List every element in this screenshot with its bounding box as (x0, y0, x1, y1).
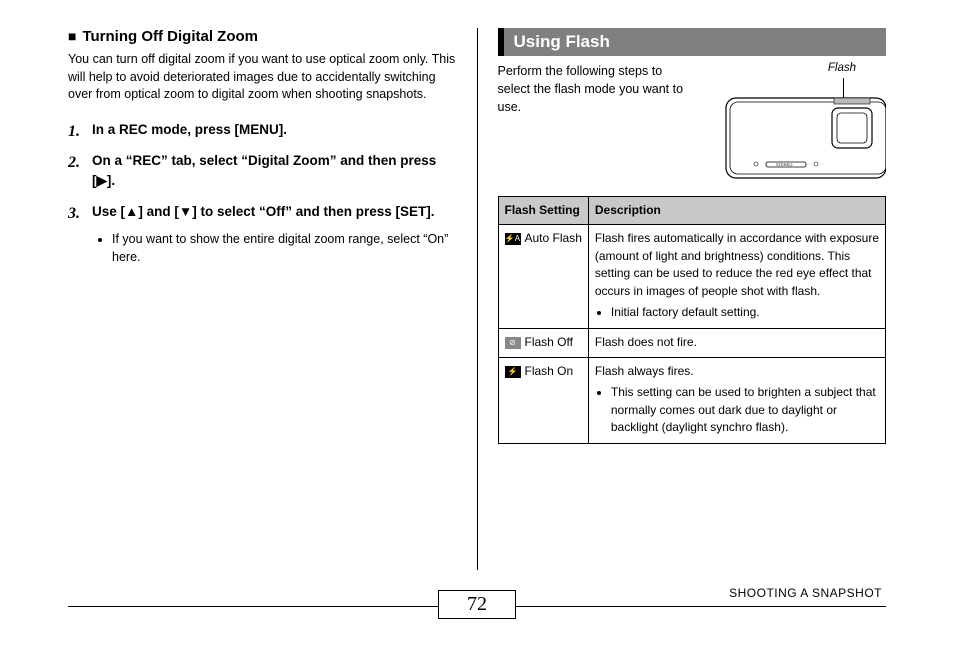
step-note-list: If you want to show the entire digital z… (112, 230, 457, 266)
column-divider (477, 28, 478, 570)
steps-list: In a REC mode, press [MENU]. On a “REC” … (68, 120, 457, 267)
step-text: Use [▲] and [▼] to select “Off” and then… (92, 204, 435, 219)
intro-wrap: Perform the following steps to select th… (498, 62, 887, 182)
intro-paragraph: You can turn off digital zoom if you wan… (68, 51, 457, 104)
setting-cell: ⊘ Flash Off (498, 329, 588, 357)
description-cell: Flash does not fire. (588, 329, 885, 357)
page-footer: SHOOTING A SNAPSHOT 72 (0, 586, 954, 628)
setting-name: Auto Flash (525, 231, 582, 245)
description-text: Flash always fires. (595, 364, 694, 378)
flash-auto-icon: ⚡A (505, 233, 521, 245)
step-text: On a “REC” tab, select “Digital Zoom” an… (92, 153, 436, 188)
footer-section-label: SHOOTING A SNAPSHOT (729, 586, 882, 600)
flash-settings-table: Flash Setting Description ⚡A Auto Flash F… (498, 196, 887, 444)
bullet-item: This setting can be used to brighten a s… (611, 384, 879, 436)
left-column: Turning Off Digital Zoom You can turn of… (38, 28, 475, 570)
setting-name: Flash Off (525, 335, 573, 349)
step-note: If you want to show the entire digital z… (112, 230, 457, 266)
flash-callout-label: Flash (828, 62, 856, 74)
camera-flash-diagram: Flash STEREO (706, 62, 886, 182)
flash-on-icon: ⚡ (505, 366, 521, 378)
description-cell: Flash fires automatically in accordance … (588, 225, 885, 329)
description-bullets: This setting can be used to brighten a s… (611, 384, 879, 436)
step-text: In a REC mode, press [MENU]. (92, 122, 287, 137)
callout-line (843, 78, 844, 98)
col-header-setting: Flash Setting (498, 197, 588, 225)
setting-cell: ⚡A Auto Flash (498, 225, 588, 329)
page-number: 72 (438, 590, 516, 619)
sub-heading: Turning Off Digital Zoom (68, 28, 457, 45)
step-3: Use [▲] and [▼] to select “Off” and then… (68, 202, 457, 266)
page-body: Turning Off Digital Zoom You can turn of… (0, 0, 954, 570)
svg-text:STEREO: STEREO (776, 162, 792, 167)
setting-name: Flash On (525, 364, 574, 378)
description-bullets: Initial factory default setting. (611, 304, 879, 321)
table-header-row: Flash Setting Description (498, 197, 886, 225)
table-row: ⚡ Flash On Flash always fires. This setti… (498, 357, 886, 444)
description-cell: Flash always fires. This setting can be … (588, 357, 885, 444)
description-text: Flash does not fire. (595, 335, 697, 349)
description-text: Flash fires automatically in accordance … (595, 231, 879, 297)
setting-cell: ⚡ Flash On (498, 357, 588, 444)
step-1: In a REC mode, press [MENU]. (68, 120, 457, 140)
section-title-bar: Using Flash (498, 28, 887, 56)
intro-text: Perform the following steps to select th… (498, 62, 695, 182)
col-header-description: Description (588, 197, 885, 225)
table-row: ⚡A Auto Flash Flash fires automatically i… (498, 225, 886, 329)
bullet-item: Initial factory default setting. (611, 304, 879, 321)
table-row: ⊘ Flash Off Flash does not fire. (498, 329, 886, 357)
flash-off-icon: ⊘ (505, 337, 521, 349)
right-column: Using Flash Perform the following steps … (480, 28, 917, 570)
camera-outline-icon: STEREO (706, 62, 886, 182)
step-2: On a “REC” tab, select “Digital Zoom” an… (68, 151, 457, 190)
